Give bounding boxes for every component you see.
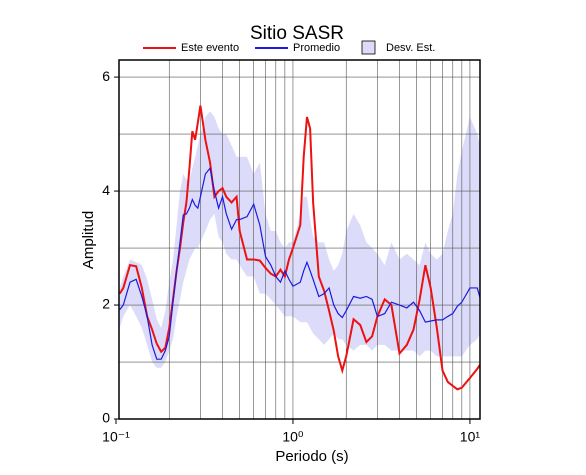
- y-tick-label: 2: [102, 296, 110, 312]
- y-tick-label: 0: [102, 410, 110, 426]
- std-band: [119, 111, 481, 368]
- y-axis-label: Amplitud: [80, 211, 97, 269]
- x-tick-label: 10¹: [460, 429, 481, 445]
- series-line: [119, 166, 481, 360]
- legend-label: Promedio: [293, 42, 340, 54]
- x-axis-label: Periodo (s): [275, 448, 348, 465]
- x-tick-label: 10⁰: [282, 429, 304, 445]
- y-tick-label: 4: [102, 182, 110, 198]
- x-tick-label: 10⁻¹: [102, 429, 130, 445]
- legend-label: Desv. Est.: [386, 42, 435, 54]
- legend-swatch: [361, 40, 376, 55]
- chart-title: Sitio SASR: [250, 23, 344, 44]
- plot-frame: [118, 59, 481, 420]
- y-tick-label: 6: [102, 68, 110, 84]
- legend-label: Este evento: [181, 42, 239, 54]
